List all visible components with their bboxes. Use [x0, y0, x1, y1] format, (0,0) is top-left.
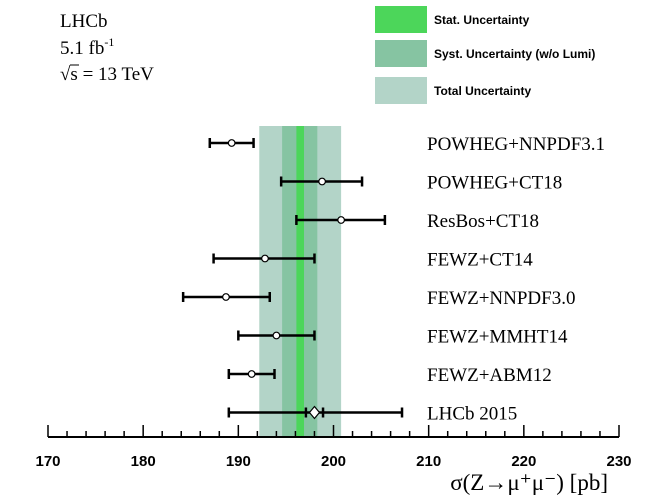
energy-value: = 13 TeV [78, 64, 154, 85]
data-point-fewz-ct14 [261, 254, 269, 263]
row-label-resbos-ct18: ResBos+CT18 [427, 211, 539, 232]
row-label-fewz-nnpdf3-0: FEWZ+NNPDF3.0 [427, 288, 575, 309]
x-tick-label-200: 200 [321, 453, 346, 470]
x-tick-label-190: 190 [226, 453, 251, 470]
prediction-points [181, 138, 404, 420]
luminosity-text: 5.1 fb-1 [60, 35, 114, 59]
row-label-fewz-mmht14: FEWZ+MMHT14 [427, 327, 568, 348]
x-tick-label-220: 220 [511, 453, 536, 470]
energy-sqrt: √s [60, 64, 78, 85]
prediction-labels: POWHEG+NNPDF3.1 POWHEG+CT18 ResBos+CT18 FEW… [427, 134, 605, 425]
row-label-fewz-abm12: FEWZ+ABM12 [427, 365, 552, 386]
data-point-powheg-ct18 [318, 177, 326, 186]
x-tick-label-210: 210 [416, 453, 441, 470]
row-label-powheg-nnpdf3-1: POWHEG+NNPDF3.1 [427, 134, 605, 155]
experiment-label: LHCb [60, 11, 108, 32]
x-tick-label-230: 230 [606, 453, 631, 470]
stat-uncertainty-band [296, 126, 304, 437]
x-tick-label-170: 170 [35, 453, 60, 470]
row-label-powheg-ct18: POWHEG+CT18 [427, 173, 562, 194]
legend-label-syst-uncertainty-w-o-lumi: Syst. Uncertainty (w/o Lumi) [434, 47, 595, 61]
x-tick-label-180: 180 [131, 453, 156, 470]
legend-swatch-total-uncertainty [375, 77, 427, 104]
energy-text: √s = 13 TeV [60, 64, 154, 85]
data-point-fewz-nnpdf3-0 [222, 293, 230, 301]
luminosity-value: 5.1 fb [60, 38, 104, 59]
x-axis: 170 180 190 200 210 220 230 [35, 425, 632, 470]
data-point-powheg-nnpdf3-1 [227, 139, 236, 147]
legend-swatch-stat-uncertainty [375, 6, 427, 33]
data-point-fewz-abm12 [247, 370, 256, 378]
legend-swatch-syst-uncertainty-w-o-lumi [375, 40, 427, 67]
data-point-resbos-ct18 [337, 216, 346, 224]
row-label-fewz-ct14: FEWZ+CT14 [427, 250, 533, 271]
uncertainty-bands [259, 126, 342, 437]
row-label-lhcb-2015: LHCb 2015 [427, 404, 517, 425]
legend-label-total-uncertainty: Total Uncertainty [434, 84, 531, 98]
data-point-fewz-mmht14 [272, 331, 281, 340]
luminosity-exponent: -1 [104, 35, 114, 49]
legend-label-stat-uncertainty: Stat. Uncertainty [434, 13, 530, 27]
data-point-lhcb-2015 [308, 405, 321, 420]
x-axis-title: σ(Z→μ⁺μ⁻) [pb] [450, 470, 608, 495]
legend: Stat. Uncertainty Syst. Uncertainty (w/o … [375, 6, 595, 104]
